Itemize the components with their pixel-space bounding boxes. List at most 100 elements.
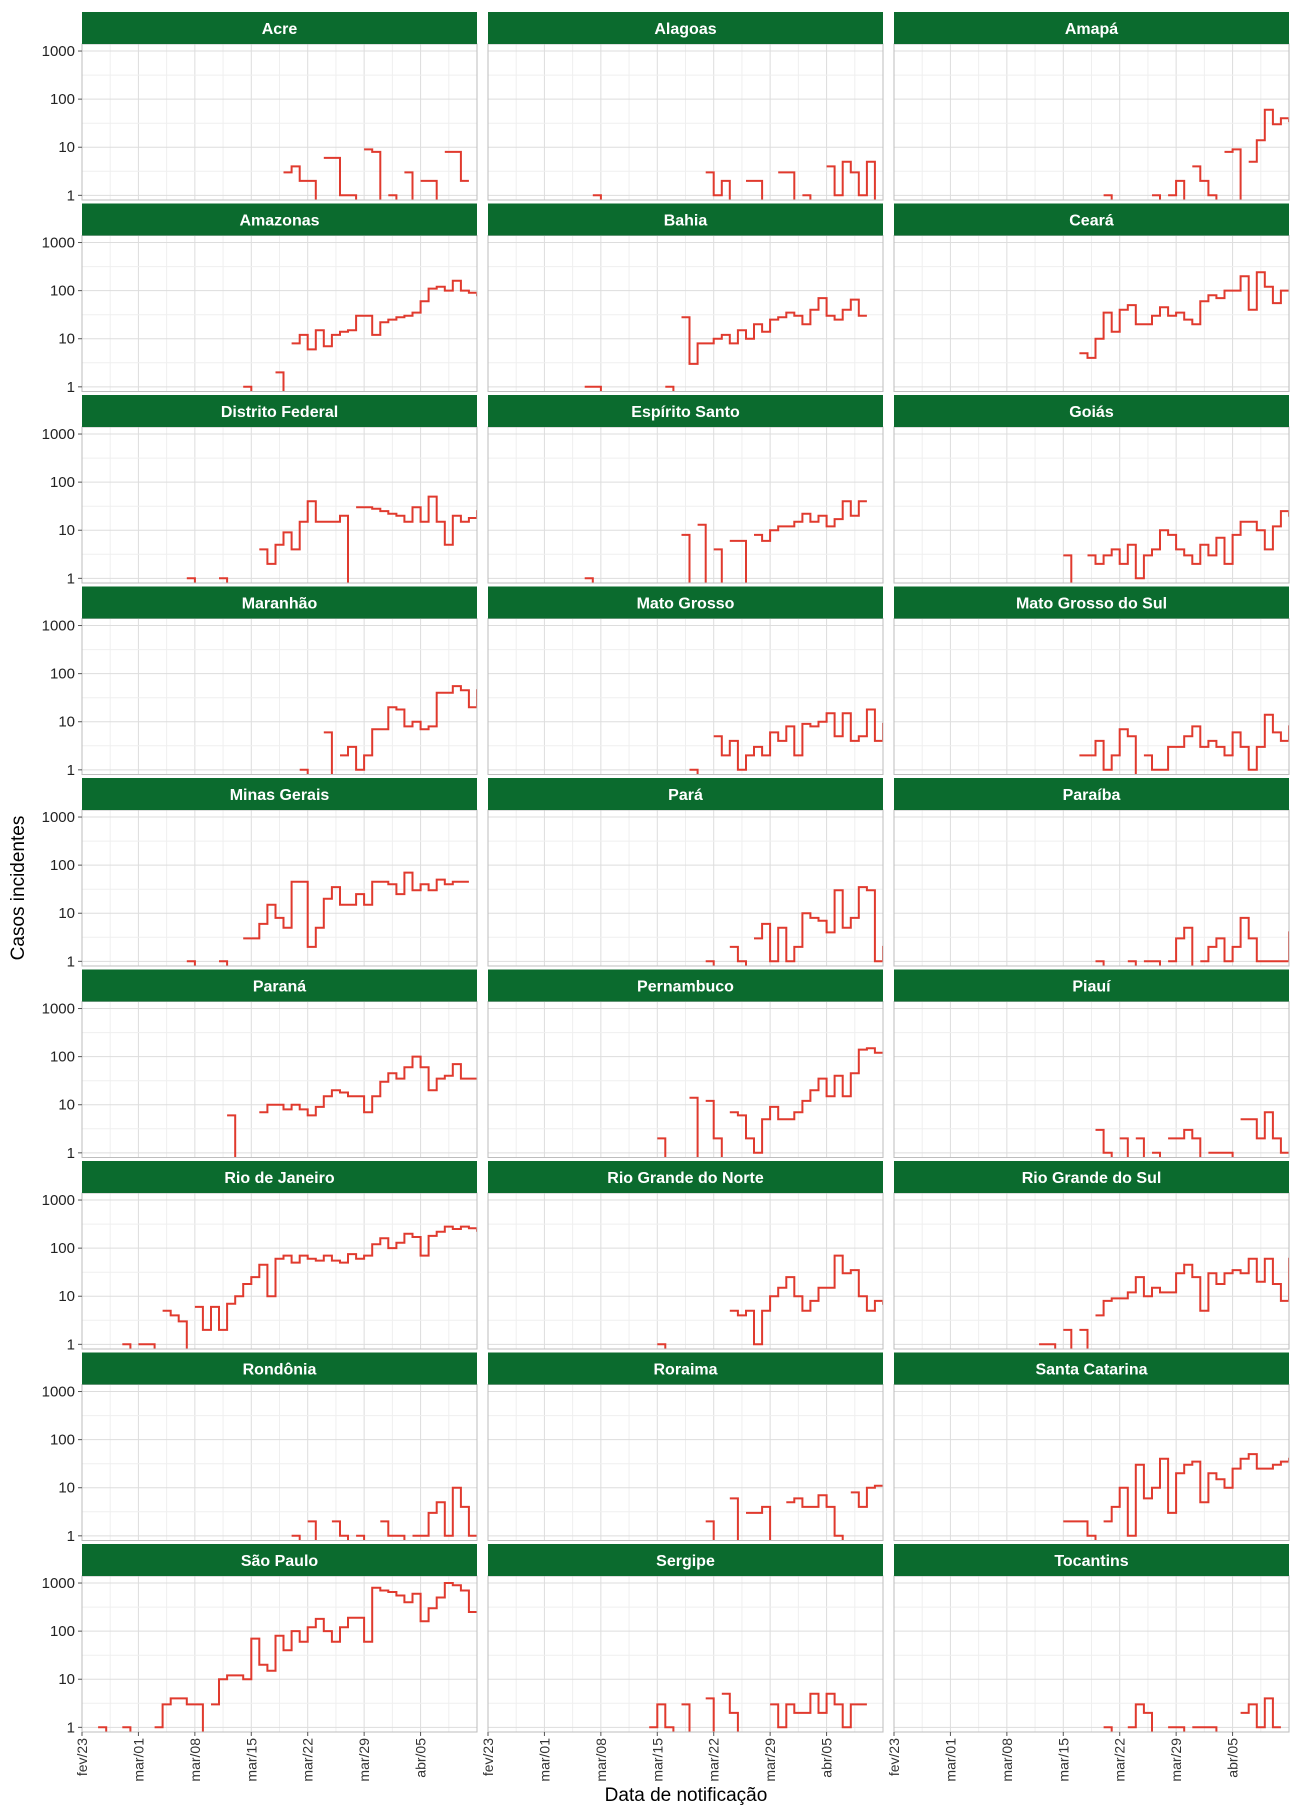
series-line-rio-grande-do-norte bbox=[657, 1254, 883, 1349]
facet-strip bbox=[488, 12, 883, 44]
y-tick-label: 100 bbox=[50, 1432, 75, 1449]
y-axis-title: Casos incidentes bbox=[8, 816, 29, 961]
y-tick-label: 10 bbox=[58, 1480, 75, 1497]
series-line-piaui bbox=[1095, 1111, 1289, 1158]
y-tick-label: 10 bbox=[58, 1097, 75, 1114]
series-line-sao-paulo bbox=[98, 1582, 477, 1732]
x-tick-label: mar/01 bbox=[130, 1738, 146, 1782]
panel-parana: Paraná 1 10 100 1000 bbox=[42, 969, 478, 1162]
panel-alagoas: Alagoas bbox=[487, 12, 884, 201]
facet-strip-label: Rio de Janeiro bbox=[224, 1170, 334, 1187]
x-tick-label: fev/23 bbox=[886, 1738, 902, 1776]
x-tick-label: mar/08 bbox=[187, 1738, 203, 1782]
y-tick-label: 1 bbox=[67, 570, 75, 587]
facet-strip-label: Paraná bbox=[253, 979, 306, 996]
series-line-amapa bbox=[1103, 108, 1289, 200]
y-tick-label: 100 bbox=[50, 857, 75, 874]
facet-strip bbox=[488, 1352, 883, 1385]
panel-paraiba: Paraíba bbox=[893, 778, 1290, 967]
series-line-parana bbox=[227, 1055, 477, 1158]
y-tick-label: 1000 bbox=[42, 618, 75, 635]
facet-strip-label: Acre bbox=[262, 21, 298, 38]
facet-strip-label: Amazonas bbox=[239, 213, 319, 230]
x-tick-label: mar/15 bbox=[1055, 1738, 1071, 1782]
facet-strip bbox=[894, 969, 1289, 1002]
series-line-mato-grosso-do-sul bbox=[1079, 713, 1289, 775]
series-line-distrito-federal bbox=[186, 495, 477, 583]
facet-strip bbox=[82, 1544, 477, 1576]
series-line-para bbox=[705, 886, 883, 966]
y-tick-label: 1000 bbox=[42, 235, 75, 252]
series-line-mato-grosso bbox=[689, 708, 883, 775]
facet-strip bbox=[894, 586, 1289, 619]
panel-espirito-santo: Espírito Santo bbox=[487, 395, 884, 584]
facet-strip-label: Maranhão bbox=[242, 596, 318, 613]
x-tick-label: mar/01 bbox=[536, 1738, 552, 1782]
panel-bahia: Bahia bbox=[487, 203, 884, 392]
x-tick-label: mar/15 bbox=[243, 1738, 259, 1782]
x-axis-title: Data de notificação bbox=[605, 1785, 768, 1806]
facet-strip-label: Minas Gerais bbox=[230, 787, 330, 804]
facet-strip bbox=[82, 203, 477, 236]
facet-strip bbox=[82, 1352, 477, 1385]
facet-strip bbox=[82, 1161, 477, 1193]
facet-strip bbox=[488, 586, 883, 619]
facet-strip bbox=[488, 1161, 883, 1193]
x-tick-label: mar/22 bbox=[300, 1738, 316, 1782]
x-tick-label: mar/29 bbox=[1168, 1738, 1184, 1782]
facet-strip-label: Pernambuco bbox=[637, 979, 734, 996]
panel-rio-grande-do-norte: Rio Grande do Norte bbox=[487, 1161, 884, 1350]
facet-strip bbox=[894, 395, 1289, 427]
facet-strip-label: São Paulo bbox=[241, 1553, 319, 1570]
y-tick-label: 1000 bbox=[42, 1192, 75, 1209]
y-tick-label: 1 bbox=[67, 762, 75, 779]
panel-ceara: Ceará bbox=[893, 203, 1290, 392]
y-tick-label: 100 bbox=[50, 91, 75, 108]
y-tick-label: 100 bbox=[50, 474, 75, 491]
x-tick-label: mar/29 bbox=[356, 1738, 372, 1782]
facet-strip bbox=[488, 1544, 883, 1576]
series-line-minas-gerais bbox=[186, 871, 469, 966]
y-tick-label: 1 bbox=[67, 1528, 75, 1545]
facet-strip-label: Tocantins bbox=[1054, 1553, 1128, 1570]
facet-strip-label: Espírito Santo bbox=[631, 404, 740, 421]
panel-rio-de-janeiro: Rio de Janeiro 1 10 100 1000 bbox=[42, 1161, 478, 1353]
y-tick-label: 1000 bbox=[42, 43, 75, 60]
series-line-paraiba bbox=[1095, 916, 1289, 966]
series-line-maranhao bbox=[299, 685, 477, 775]
panel-amapa: Amapá bbox=[893, 12, 1290, 201]
y-tick-label: 1 bbox=[67, 187, 75, 204]
y-tick-label: 10 bbox=[58, 1288, 75, 1305]
series-line-rio-de-janeiro bbox=[122, 1225, 477, 1349]
series-line-santa-catarina bbox=[1063, 1453, 1289, 1541]
y-tick-label: 10 bbox=[58, 714, 75, 731]
y-tick-label: 1 bbox=[67, 953, 75, 970]
series-line-rondonia bbox=[291, 1486, 477, 1541]
facet-strip bbox=[82, 969, 477, 1002]
panel-goias: Goiás bbox=[893, 395, 1290, 584]
x-tick-label: abr/05 bbox=[413, 1738, 429, 1778]
panel-acre: Acre 1 10 100 1000 bbox=[42, 12, 478, 204]
panel-rondonia: Rondônia 1 10 100 1000 bbox=[42, 1352, 478, 1545]
x-tick-label: fev/23 bbox=[74, 1738, 90, 1776]
series-line-ceara bbox=[1079, 271, 1289, 359]
y-tick-label: 1 bbox=[67, 1336, 75, 1353]
series-line-sergipe bbox=[649, 1692, 867, 1732]
y-tick-label: 1 bbox=[67, 1145, 75, 1162]
facet-strip-label: Bahia bbox=[664, 213, 708, 230]
panel-para: Pará bbox=[487, 778, 884, 967]
x-tick-label: mar/22 bbox=[1112, 1738, 1128, 1782]
panels-layer: Acre 1 10 100 1000 Alagoas Amapá Amazonas 1 10 100… bbox=[42, 12, 1290, 1782]
panel-pernambuco: Pernambuco bbox=[487, 969, 884, 1158]
x-tick-label: mar/08 bbox=[999, 1738, 1015, 1782]
y-tick-label: 1000 bbox=[42, 809, 75, 826]
y-tick-label: 1000 bbox=[42, 1384, 75, 1401]
y-tick-label: 1 bbox=[67, 379, 75, 396]
y-tick-label: 1 bbox=[67, 1719, 75, 1736]
facet-strip bbox=[82, 778, 477, 810]
series-line-bahia bbox=[584, 297, 867, 392]
y-tick-label: 10 bbox=[58, 905, 75, 922]
panel-maranhao: Maranhão 1 10 100 1000 bbox=[42, 586, 478, 779]
panel-minas-gerais: Minas Gerais 1 10 100 1000 bbox=[42, 778, 478, 970]
series-line-goias bbox=[1063, 510, 1289, 583]
